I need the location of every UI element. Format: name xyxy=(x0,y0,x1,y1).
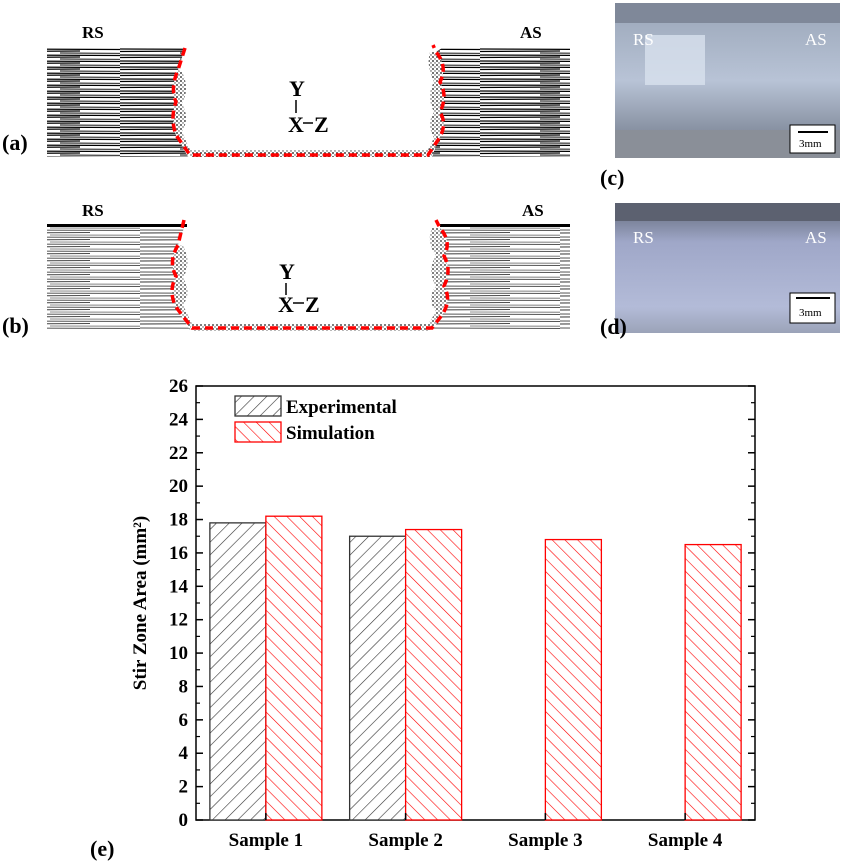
y-tick-label: 18 xyxy=(169,510,188,531)
panel-b-axis-x: X xyxy=(278,292,294,317)
panel-d: 3mm RS AS (d) xyxy=(600,195,855,355)
y-tick-label: 26 xyxy=(169,376,188,397)
panel-b-image: RS AS Y X Z (b) xyxy=(2,201,570,338)
panel-b-rs-label: RS xyxy=(82,201,104,220)
bar-simulation xyxy=(265,515,323,821)
y-tick-label: 6 xyxy=(179,710,189,731)
panel-d-as-label: AS xyxy=(805,228,827,247)
bar-experimental xyxy=(348,535,407,821)
panel-b-as-label: AS xyxy=(522,201,544,220)
panel-d-scale: 3mm xyxy=(799,307,822,319)
panel-a-rs-label: RS xyxy=(82,23,104,42)
panel-b-axis-z: Z xyxy=(305,292,320,317)
bar-simulation xyxy=(404,528,463,821)
legend-label-simulation: Simulation xyxy=(286,423,375,444)
panel-a-axis-x: X xyxy=(288,112,304,137)
panel-b: RS AS Y X Z (b) xyxy=(0,180,600,350)
panel-a-as-label: AS xyxy=(520,23,542,42)
y-tick-label: 14 xyxy=(169,576,189,597)
y-tick-label: 10 xyxy=(169,643,188,664)
panel-c-photo: 3mm RS AS (c) xyxy=(600,3,840,190)
panel-c-as-label: AS xyxy=(805,30,827,49)
x-tick-label: Sample 2 xyxy=(368,830,442,851)
panel-e-label: (e) xyxy=(90,836,114,861)
y-tick-label: 2 xyxy=(179,777,189,798)
panel-a-label: (a) xyxy=(2,130,28,155)
y-tick-label: 20 xyxy=(169,476,188,497)
panel-a-axis-y: Y xyxy=(289,76,305,101)
panel-a-axis-z: Z xyxy=(314,112,329,137)
y-tick-label: 8 xyxy=(179,676,189,697)
y-tick-label: 0 xyxy=(179,810,189,831)
panel-c-label: (c) xyxy=(600,165,624,190)
legend-swatch-simulation xyxy=(234,421,282,443)
y-tick-label: 22 xyxy=(169,443,188,464)
panel-b-label: (b) xyxy=(2,313,29,338)
x-tick-label: Sample 1 xyxy=(229,830,303,851)
panel-a: RS AS Y X Z (a) xyxy=(0,0,600,170)
panel-c-scale: 3mm xyxy=(799,138,822,150)
y-axis-label: Stir Zone Area (mm²) xyxy=(130,516,151,690)
legend-swatch-experimental xyxy=(234,395,282,417)
bar-experimental xyxy=(209,522,267,821)
panel-c-rs-label: RS xyxy=(633,30,654,49)
panel-d-photo: 3mm RS AS (d) xyxy=(600,203,840,339)
y-tick-label: 16 xyxy=(169,543,188,564)
panel-b-axis-y: Y xyxy=(279,259,295,284)
legend-label-experimental: Experimental xyxy=(286,397,397,418)
y-tick-label: 4 xyxy=(179,743,189,764)
panel-d-rs-label: RS xyxy=(633,228,654,247)
panel-d-label: (d) xyxy=(600,314,627,339)
y-tick-label: 12 xyxy=(169,610,188,631)
y-tick-label: 24 xyxy=(169,409,189,430)
panel-a-image: RS AS Y X Z (a) xyxy=(2,23,570,157)
bar-simulation xyxy=(684,543,742,821)
panel-c: 3mm RS AS (c) xyxy=(600,0,855,200)
panel-e: 0 2 4 6 8 10 12 14 16 18 20 22 24 26 Stir Zone Area (m… xyxy=(0,370,855,861)
bar-simulation xyxy=(544,538,603,821)
x-tick-label: Sample 3 xyxy=(508,830,582,851)
x-tick-label: Sample 4 xyxy=(648,830,723,851)
